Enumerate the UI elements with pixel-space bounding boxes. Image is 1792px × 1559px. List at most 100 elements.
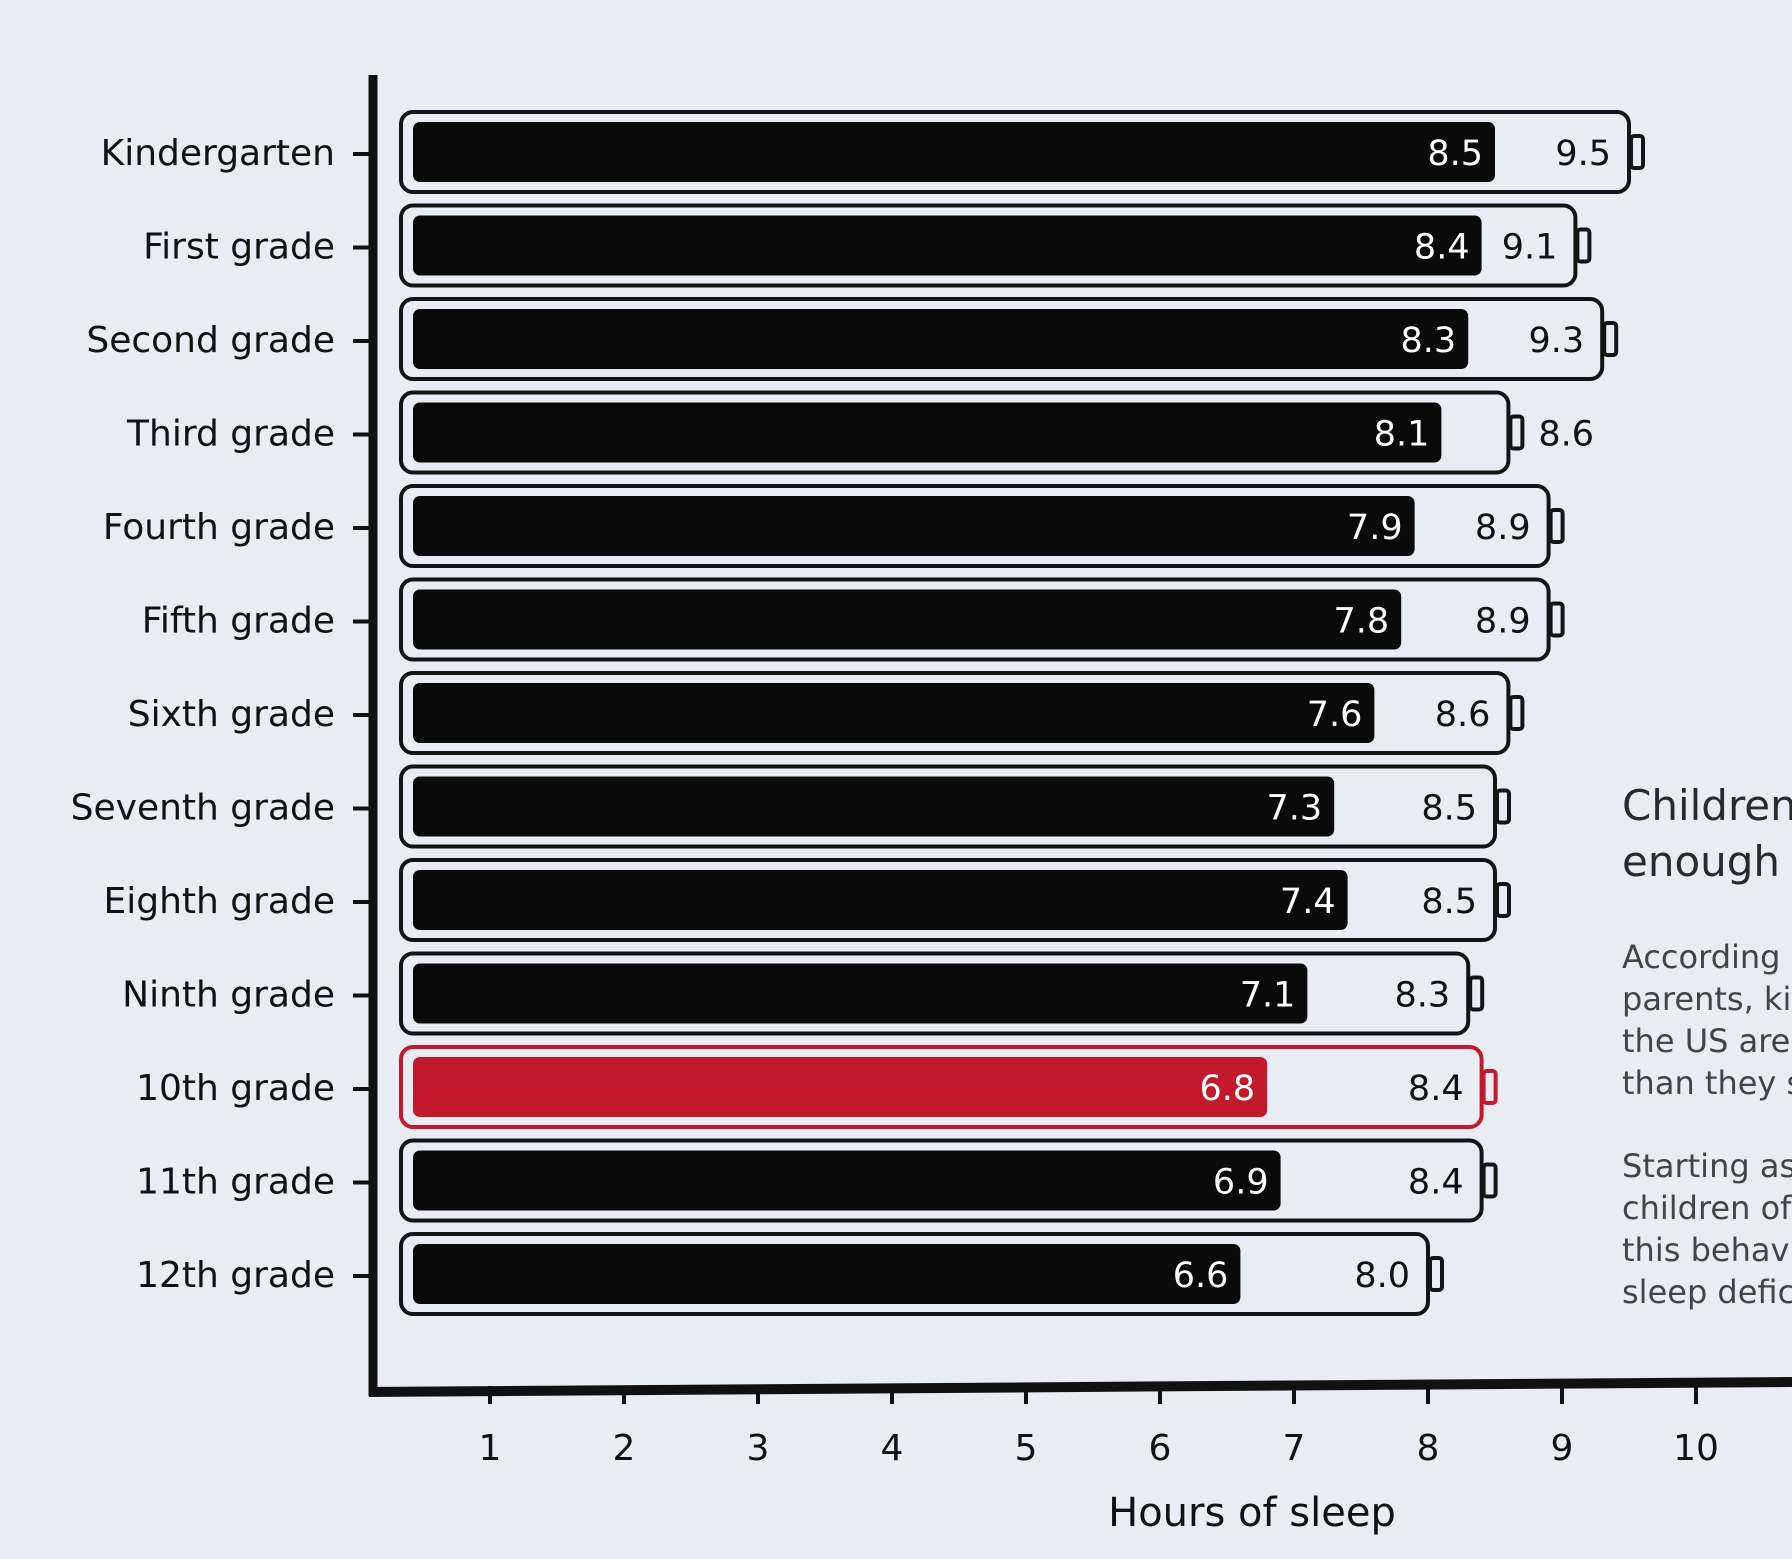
battery-nub [1575, 227, 1592, 264]
needed-value-label: 9.5 [1555, 134, 1611, 174]
battery-nub [1548, 508, 1565, 544]
actual-sleep-bar [413, 1244, 1241, 1304]
x-tick-label: 7 [1283, 1428, 1306, 1469]
category-label: Kindergarten [101, 133, 335, 174]
actual-value-label: 7.1 [1240, 976, 1296, 1016]
bar-row: Sixth grade 7.6 8.6 [128, 671, 1525, 755]
side-paragraph-line: Starting as [1622, 1147, 1792, 1185]
actual-sleep-bar [413, 215, 1482, 276]
side-paragraph-2: Starting as children of this behavio sle… [1622, 1145, 1792, 1313]
needed-value-label: 9.3 [1529, 321, 1585, 361]
actual-value-label: 7.3 [1267, 789, 1323, 829]
actual-sleep-bar [413, 122, 1495, 182]
needed-value-label: 8.5 [1421, 789, 1477, 829]
category-label: Second grade [86, 320, 335, 361]
category-label: Third grade [126, 414, 335, 455]
x-axis-title: Hours of sleep [1108, 1490, 1396, 1536]
needed-value-label: 8.6 [1435, 695, 1491, 735]
actual-value-label: 7.9 [1347, 508, 1403, 548]
side-paragraph-line: this behavio [1622, 1231, 1792, 1269]
x-tick-label: 4 [881, 1428, 904, 1469]
actual-value-label: 7.8 [1334, 602, 1390, 642]
needed-value-label: 8.4 [1408, 1069, 1464, 1109]
category-label: Sixth grade [128, 694, 335, 735]
actual-sleep-bar [413, 402, 1442, 463]
side-title: Children enough [1622, 778, 1792, 890]
category-label: 12th grade [136, 1255, 335, 1296]
side-paragraph-line: According [1622, 938, 1781, 976]
bar-row: Ninth grade 7.1 8.3 [122, 951, 1485, 1036]
x-tick-label: 5 [1015, 1428, 1038, 1469]
category-label: Eighth grade [103, 881, 335, 922]
needed-value-label: 8.4 [1408, 1163, 1464, 1203]
actual-value-label: 6.8 [1200, 1069, 1256, 1109]
battery-nub [1602, 321, 1619, 357]
category-label: 11th grade [136, 1162, 335, 1203]
bar-row: Kindergarten 8.5 9.5 [101, 110, 1645, 194]
needed-value-label: 8.9 [1475, 602, 1531, 642]
needed-value-label: 8.6 [1538, 415, 1594, 455]
actual-value-label: 6.9 [1213, 1163, 1269, 1203]
battery-nub [1508, 414, 1525, 451]
bar-row: Second grade 8.3 9.3 [86, 297, 1619, 381]
bar-row: Seventh grade 7.3 8.5 [71, 764, 1511, 849]
side-paragraph-line: sleep defici [1622, 1273, 1792, 1311]
bar-row: Fifth grade 7.8 8.9 [142, 577, 1565, 662]
side-paragraph-1: According parents, kid the US are than t… [1622, 936, 1792, 1104]
category-label: Fifth grade [142, 601, 335, 642]
actual-sleep-bar [413, 870, 1348, 930]
actual-sleep-bar [413, 1057, 1268, 1117]
actual-sleep-bar [413, 963, 1308, 1024]
needed-value-label: 8.5 [1421, 882, 1477, 922]
category-label: First grade [143, 227, 335, 268]
x-tick-label: 6 [1149, 1428, 1172, 1469]
actual-value-label: 7.6 [1307, 695, 1363, 735]
actual-value-label: 8.1 [1374, 415, 1430, 455]
side-title-line: enough [1622, 837, 1781, 886]
actual-sleep-bar [413, 1150, 1281, 1211]
bar-row: 12th grade 6.6 8.0 [136, 1232, 1444, 1316]
actual-value-label: 6.6 [1173, 1256, 1229, 1296]
category-label: 10th grade [136, 1068, 335, 1109]
actual-value-label: 8.4 [1414, 228, 1470, 268]
x-tick-label: 9 [1551, 1428, 1574, 1469]
battery-nub [1495, 788, 1511, 825]
actual-sleep-bar [413, 589, 1402, 650]
category-label: Ninth grade [122, 975, 335, 1016]
actual-value-label: 7.4 [1280, 882, 1336, 922]
x-tick-label: 3 [747, 1428, 770, 1469]
needed-value-label: 8.9 [1475, 508, 1531, 548]
category-label: Fourth grade [103, 507, 335, 548]
battery-nub [1629, 134, 1645, 170]
actual-value-label: 8.5 [1427, 134, 1483, 174]
battery-nub [1548, 601, 1565, 638]
side-paragraph-line: the US are [1622, 1022, 1791, 1060]
needed-value-label: 8.0 [1354, 1256, 1410, 1296]
x-axis-line [368, 1377, 1792, 1397]
battery-nub [1495, 882, 1511, 918]
bar-row: 11th grade 6.9 8.4 [136, 1138, 1498, 1223]
needed-value-label: 8.3 [1395, 976, 1451, 1016]
x-tick-label: 8 [1417, 1428, 1440, 1469]
bar-row: Third grade 8.1 8.6 [126, 390, 1594, 475]
actual-sleep-bar [413, 776, 1335, 837]
side-paragraph-line: than they s [1622, 1064, 1792, 1102]
battery-nub [1428, 1256, 1444, 1292]
bar-row: Fourth grade 7.9 8.9 [103, 484, 1565, 568]
bar-row: Eighth grade 7.4 8.5 [103, 858, 1511, 942]
actual-sleep-bar [413, 683, 1375, 743]
battery-nub [1481, 1069, 1498, 1105]
battery-nub [1508, 695, 1525, 731]
x-tick-label: 2 [613, 1428, 636, 1469]
side-paragraph-line: parents, kid [1622, 980, 1792, 1018]
battery-nub [1481, 1162, 1498, 1199]
category-label: Seventh grade [71, 788, 335, 829]
side-title-line: Children [1622, 781, 1792, 830]
bar-row: First grade 8.4 9.1 [143, 203, 1592, 288]
battery-nub [1468, 975, 1485, 1012]
x-tick-label: 10 [1673, 1428, 1719, 1469]
bar-row: 10th grade 6.8 8.4 [136, 1045, 1498, 1129]
actual-sleep-bar [413, 496, 1415, 556]
actual-value-label: 8.3 [1401, 321, 1457, 361]
